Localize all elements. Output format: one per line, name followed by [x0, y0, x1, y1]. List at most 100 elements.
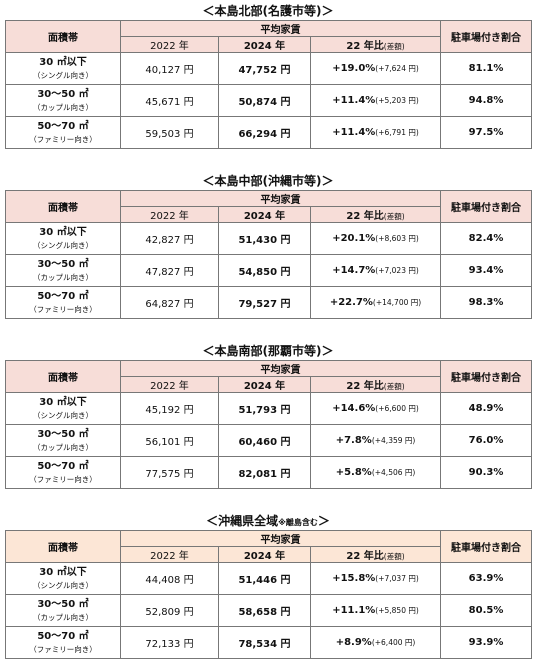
change-cell: +14.7%(+7,023 円) — [309, 254, 442, 287]
area-cell: 30～50 ㎡ （カップル向き） — [5, 424, 121, 457]
change-cell: +11.1%(+5,850 円) — [309, 594, 442, 627]
header-cell: 駐車場付き割合 — [440, 360, 533, 393]
header-cell: 2024 年 — [218, 36, 311, 53]
rent-2024: 51,446 円 — [218, 562, 311, 595]
change-pct: +5.8% — [335, 467, 372, 478]
change-pct: +11.4% — [332, 95, 376, 106]
rent-2022: 44,408 円 — [120, 562, 219, 595]
header-cell: 面積帯 — [5, 530, 121, 563]
parking-rate: 90.3% — [440, 456, 533, 489]
area-sub: （ファミリー向き） — [29, 644, 97, 654]
rent-2022: 45,671 円 — [120, 84, 219, 117]
change-amount: (+6,600 円) — [375, 404, 419, 413]
change-cell: +19.0%(+7,624 円) — [309, 52, 442, 85]
change-pct: +14.6% — [332, 403, 376, 414]
header-row: 面積帯 平均家賃 駐車場付き割合 — [5, 530, 533, 563]
change-pct: +8.9% — [335, 637, 372, 648]
area-cell: 30 ㎡以下 （シングル向き） — [5, 562, 121, 595]
header-cell: 2022 年 — [120, 376, 219, 393]
parking-rate: 97.5% — [440, 116, 533, 149]
rent-2024: 79,527 円 — [218, 286, 311, 319]
parking-rate: 48.9% — [440, 392, 533, 425]
change-cell: +20.1%(+8,603 円) — [309, 222, 442, 255]
data-row: 30～50 ㎡（カップル向き） 52,809 円 58,658 円 +11.1%(+5… — [5, 594, 533, 627]
parking-rate: 98.3% — [440, 286, 533, 319]
change-pct: +11.4% — [332, 127, 376, 138]
area-label: 30 ㎡以下 — [39, 56, 87, 68]
header-cell: 平均家賃 — [119, 190, 442, 207]
change-amount: (+14,700 円) — [372, 298, 422, 307]
header-row: 2022 年 2024 年 22 年比(差額) — [6, 546, 532, 563]
rent-2022: 59,503 円 — [120, 116, 219, 149]
change-amount: (+4,506 円) — [371, 468, 416, 477]
data-row: 50～70 ㎡（ファミリー向き） 77,575 円 82,081 円 +5.8%(+4… — [5, 456, 533, 489]
header-cell: 22 年比(差額) — [309, 546, 442, 563]
rent-table: 面積帯 平均家賃 駐車場付き割合 2022 年 2024 年 22 年比(差額) 30 ㎡以… — [5, 530, 533, 659]
data-row: 30 ㎡以下 （シングル向き） 42,827 円 51,430 円 +20.1%(+8,… — [5, 222, 533, 255]
rent-2022: 64,827 円 — [120, 286, 219, 319]
change-amount: (+7,624 円) — [375, 64, 419, 73]
rent-2022: 72,133 円 — [120, 626, 219, 659]
header-cell: 22 年比(差額) — [309, 206, 442, 223]
header-cell: 2022 年 — [120, 36, 219, 53]
title-text: ＜本島中部(沖縄市等)＞ — [202, 174, 334, 188]
parking-rate: 82.4% — [440, 222, 533, 255]
rent-2024: 66,294 円 — [218, 116, 311, 149]
header-cell: 22 年比(差額) — [309, 36, 442, 53]
section: ＜沖縄県全域※離島含む＞ 面積帯 平均家賃 駐車場付き割合 2022 年 2024 年 22… — [5, 512, 533, 659]
header-row: 2022 年 2024 年 22 年比(差額) — [6, 376, 532, 393]
change-cell: +11.4%(+6,791 円) — [309, 116, 442, 149]
data-row: 30～50 ㎡（カップル向き） 56,101 円 60,460 円 +7.8%(+4,… — [5, 424, 533, 457]
change-pct: +7.8% — [335, 435, 372, 446]
area-sub: （カップル向き） — [33, 442, 93, 452]
rent-table: 面積帯 平均家賃 駐車場付き割合 2022 年 2024 年 22 年比(差額) 30 ㎡以… — [5, 20, 533, 149]
area-cell: 30 ㎡以下 （シングル向き） — [5, 392, 121, 425]
change-amount: (+5,203 円) — [375, 96, 419, 105]
data-row: 50～70 ㎡（ファミリー向き） 72,133 円 78,534 円 +8.9%(+6… — [5, 626, 533, 659]
rent-table: 面積帯 平均家賃 駐車場付き割合 2022 年 2024 年 22 年比(差額) 30 ㎡以… — [5, 360, 533, 489]
rent-2022: 47,827 円 — [120, 254, 219, 287]
data-row: 50～70 ㎡（ファミリー向き） 64,827 円 79,527 円 +22.7%(+… — [5, 286, 533, 319]
area-label: 30～50 ㎡ — [37, 258, 89, 270]
area-label: 50～70 ㎡ — [37, 120, 89, 132]
data-row: 30～50 ㎡（カップル向き） 45,671 円 50,874 円 +11.4%(+5… — [5, 84, 533, 117]
section: ＜本島北部(名護市等)＞ 面積帯 平均家賃 駐車場付き割合 2022 年 2024 年 22… — [5, 2, 533, 149]
header-cell: 22 年比(差額) — [309, 376, 442, 393]
change-cell: +14.6%(+6,600 円) — [309, 392, 442, 425]
rent-table: 面積帯 平均家賃 駐車場付き割合 2022 年 2024 年 22 年比(差額) 30 ㎡以… — [5, 190, 533, 319]
area-sub: （ファミリー向き） — [29, 474, 97, 484]
area-cell: 50～70 ㎡ （ファミリー向き） — [5, 116, 121, 149]
change-pct: +20.1% — [332, 233, 376, 244]
title-text: ＜本島北部(名護市等)＞ — [202, 4, 334, 18]
header-cell: 平均家賃 — [119, 530, 442, 547]
area-cell: 30～50 ㎡ （カップル向き） — [5, 254, 121, 287]
rent-2024: 58,658 円 — [218, 594, 311, 627]
area-sub: （カップル向き） — [33, 272, 93, 282]
rent-2024: 51,430 円 — [218, 222, 311, 255]
parking-rate: 93.4% — [440, 254, 533, 287]
rent-2024: 54,850 円 — [218, 254, 311, 287]
area-label: 30 ㎡以下 — [39, 396, 87, 408]
change-amount: (+4,359 円) — [371, 436, 416, 445]
header-row: 面積帯 平均家賃 駐車場付き割合 — [5, 360, 533, 393]
change-cell: +11.4%(+5,203 円) — [309, 84, 442, 117]
header-text: 22 年比 — [346, 41, 384, 52]
area-sub: （カップル向き） — [33, 612, 93, 622]
header-note: (差額) — [383, 212, 405, 221]
title-note: ※離島含む — [278, 518, 318, 527]
data-row: 30 ㎡以下 （シングル向き） 44,408 円 51,446 円 +15.8%(+7,… — [5, 562, 533, 595]
parking-rate: 80.5% — [440, 594, 533, 627]
area-sub: （シングル向き） — [33, 240, 93, 250]
rent-2024: 47,752 円 — [218, 52, 311, 85]
area-label: 50～70 ㎡ — [37, 290, 89, 302]
title-end: ＞ — [317, 514, 330, 528]
change-amount: (+8,603 円) — [375, 234, 419, 243]
parking-rate: 81.1% — [440, 52, 533, 85]
area-label: 30 ㎡以下 — [39, 226, 87, 238]
parking-rate: 93.9% — [440, 626, 533, 659]
area-label: 50～70 ㎡ — [37, 630, 89, 642]
change-pct: +15.8% — [332, 573, 376, 584]
change-pct: +14.7% — [332, 265, 376, 276]
area-cell: 50～70 ㎡ （ファミリー向き） — [5, 626, 121, 659]
